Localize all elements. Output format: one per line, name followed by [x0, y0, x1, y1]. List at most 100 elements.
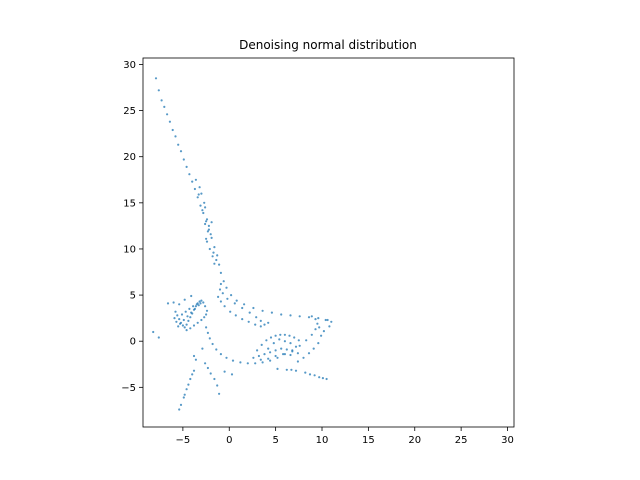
- data-point: [283, 340, 286, 343]
- data-point: [191, 180, 194, 183]
- data-point: [267, 321, 270, 324]
- data-point: [252, 356, 255, 359]
- data-point: [205, 237, 208, 240]
- data-point: [263, 323, 266, 326]
- data-point: [187, 319, 190, 322]
- data-point: [260, 343, 263, 346]
- data-point: [192, 369, 196, 372]
- data-point: [185, 388, 188, 391]
- x-tick-label: 0: [226, 435, 232, 446]
- data-point: [283, 333, 286, 336]
- data-point: [254, 362, 257, 365]
- y-tick-label: −5: [121, 383, 136, 394]
- data-point: [317, 342, 320, 345]
- data-point: [186, 315, 189, 318]
- data-point: [198, 186, 201, 189]
- data-point: [270, 311, 273, 314]
- data-point: [247, 320, 250, 323]
- data-point: [218, 288, 222, 291]
- x-tick-label: 20: [408, 435, 421, 446]
- data-point: [215, 348, 218, 351]
- data-point: [179, 150, 183, 153]
- data-point: [223, 305, 226, 308]
- y-tick-label: 25: [123, 106, 136, 117]
- y-tick-label: 5: [130, 291, 136, 302]
- data-point: [308, 373, 312, 376]
- data-point: [326, 318, 329, 322]
- data-point: [235, 299, 238, 302]
- data-point: [313, 374, 316, 377]
- data-point: [317, 317, 320, 320]
- data-point: [218, 392, 221, 395]
- data-point: [205, 326, 208, 329]
- data-point: [312, 347, 315, 350]
- data-point: [226, 297, 229, 300]
- data-point: [216, 384, 219, 387]
- data-point: [190, 294, 193, 298]
- data-point: [183, 326, 186, 329]
- data-point: [302, 356, 305, 359]
- data-point: [181, 324, 184, 327]
- data-point: [278, 338, 281, 341]
- data-point: [241, 306, 244, 310]
- data-point: [204, 362, 207, 365]
- data-point: [166, 113, 169, 116]
- data-point: [208, 337, 211, 340]
- data-point: [246, 362, 249, 365]
- data-point: [188, 173, 191, 176]
- data-point: [231, 359, 235, 362]
- data-point: [274, 354, 277, 358]
- data-point: [202, 301, 205, 304]
- data-point: [263, 353, 266, 356]
- x-tick-label: 25: [455, 435, 468, 446]
- y-tick-label: 10: [123, 244, 136, 255]
- data-point: [223, 370, 226, 373]
- data-point: [154, 77, 158, 80]
- data-point: [230, 373, 234, 376]
- data-point: [307, 316, 311, 319]
- data-point: [265, 339, 268, 342]
- data-point: [211, 255, 214, 258]
- data-point: [298, 315, 301, 318]
- data-point: [183, 393, 186, 396]
- data-point: [218, 263, 221, 266]
- data-point: [293, 336, 296, 339]
- data-point: [193, 187, 196, 191]
- plot-frame: [142, 57, 515, 428]
- data-point: [324, 318, 327, 322]
- data-point: [176, 314, 179, 317]
- data-point: [208, 247, 211, 251]
- data-point: [280, 347, 283, 350]
- data-point: [283, 353, 286, 356]
- data-point: [199, 204, 202, 207]
- data-point: [221, 292, 224, 295]
- data-point: [210, 236, 213, 239]
- data-point: [225, 356, 228, 359]
- data-point: [201, 209, 204, 212]
- data-point: [179, 322, 182, 325]
- data-point: [288, 334, 291, 337]
- data-point: [272, 342, 275, 345]
- data-point: [206, 366, 209, 370]
- data-point: [330, 320, 333, 323]
- data-point: [267, 347, 270, 350]
- data-point: [274, 334, 277, 337]
- data-point: [204, 206, 207, 209]
- data-point: [261, 361, 264, 364]
- data-point: [259, 319, 262, 322]
- data-point: [229, 310, 232, 313]
- data-point: [196, 196, 199, 199]
- data-point: [205, 309, 209, 312]
- y-axis: −5 0 5 10 15 20 25 30: [121, 60, 143, 394]
- y-tick-label: 0: [130, 337, 136, 348]
- data-point: [310, 315, 313, 318]
- data-point: [182, 396, 185, 399]
- data-point: [279, 333, 282, 336]
- data-point: [178, 408, 181, 411]
- data-point: [296, 352, 299, 355]
- data-point: [187, 383, 190, 386]
- data-point: [296, 360, 299, 363]
- data-point: [219, 353, 222, 356]
- data-point: [213, 246, 216, 249]
